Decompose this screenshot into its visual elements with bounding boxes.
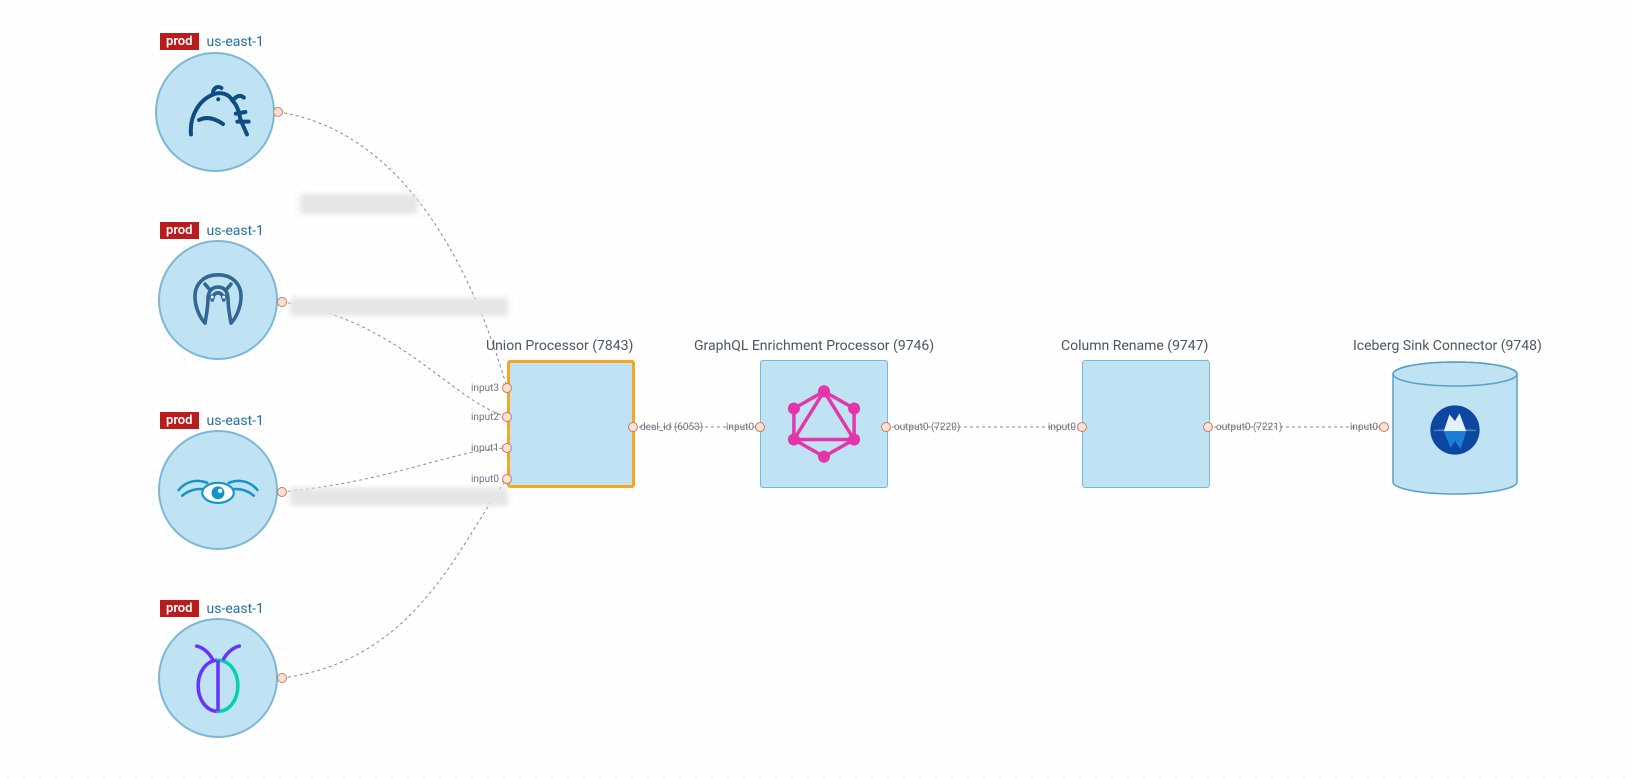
node-title: Iceberg Sink Connector (9748) xyxy=(1353,338,1542,354)
source-node-mysql[interactable] xyxy=(155,52,275,172)
cockroach-icon xyxy=(181,639,255,717)
edge xyxy=(282,479,507,678)
input-port[interactable] xyxy=(502,383,512,393)
port-label: input3 xyxy=(471,383,499,394)
iceberg-icon-wrapper xyxy=(1427,402,1483,462)
input-port[interactable] xyxy=(502,443,512,453)
redacted-label xyxy=(290,488,508,506)
input-port[interactable] xyxy=(502,474,512,484)
source-badge-row: prod us-east-1 xyxy=(160,33,264,50)
cassandra-icon xyxy=(175,465,261,515)
input-port[interactable] xyxy=(502,412,512,422)
source-node-cassandra[interactable] xyxy=(158,430,278,550)
redacted-label xyxy=(290,298,508,316)
graphql-icon xyxy=(781,381,867,467)
region-label: us-east-1 xyxy=(207,413,264,429)
env-badge: prod xyxy=(160,600,199,617)
port-label: deal_id (6053) xyxy=(640,422,703,433)
sink-node-iceberg[interactable] xyxy=(1391,360,1519,502)
env-badge: prod xyxy=(160,412,199,429)
processor-node-rename[interactable] xyxy=(1082,360,1210,488)
redacted-label xyxy=(300,194,418,214)
env-badge: prod xyxy=(160,33,199,50)
region-label: us-east-1 xyxy=(207,34,264,50)
output-port[interactable] xyxy=(277,297,287,307)
processor-node-graphql[interactable] xyxy=(760,360,888,488)
region-label: us-east-1 xyxy=(207,223,264,239)
port-label: input0 xyxy=(1048,422,1076,433)
output-port[interactable] xyxy=(628,422,638,432)
input-port[interactable] xyxy=(1379,422,1389,432)
port-label: input1 xyxy=(471,443,499,454)
node-title: GraphQL Enrichment Processor (9746) xyxy=(694,338,934,354)
edge xyxy=(282,302,507,417)
env-badge: prod xyxy=(160,222,199,239)
port-label: input0 xyxy=(726,422,754,433)
output-port[interactable] xyxy=(273,107,283,117)
input-port[interactable] xyxy=(1077,422,1087,432)
output-port[interactable] xyxy=(277,487,287,497)
node-title: Column Rename (9747) xyxy=(1061,338,1208,354)
source-badge-row: prod us-east-1 xyxy=(160,600,264,617)
iceberg-icon xyxy=(1427,402,1483,458)
port-label: input0 xyxy=(471,474,499,485)
input-port[interactable] xyxy=(755,422,765,432)
port-label: input0 xyxy=(1350,422,1378,433)
output-port[interactable] xyxy=(1203,422,1213,432)
pipeline-canvas[interactable]: prod us-east-1 prod us-east-1 prod us-ea… xyxy=(0,0,1632,778)
processor-node-union[interactable] xyxy=(507,360,635,488)
mysql-icon xyxy=(175,72,255,152)
node-title: Union Processor (7843) xyxy=(486,338,633,354)
edge xyxy=(278,112,507,388)
source-badge-row: prod us-east-1 xyxy=(160,412,264,429)
output-port[interactable] xyxy=(277,673,287,683)
edge xyxy=(282,448,507,492)
source-node-cockroach[interactable] xyxy=(158,618,278,738)
source-badge-row: prod us-east-1 xyxy=(160,222,264,239)
output-port[interactable] xyxy=(881,422,891,432)
region-label: us-east-1 xyxy=(207,601,264,617)
port-label: output0 (7220) xyxy=(894,422,960,433)
port-label: output0 (7221) xyxy=(1216,422,1282,433)
port-label: input2 xyxy=(471,412,499,423)
source-node-postgres[interactable] xyxy=(158,240,278,360)
postgres-icon xyxy=(182,264,254,336)
